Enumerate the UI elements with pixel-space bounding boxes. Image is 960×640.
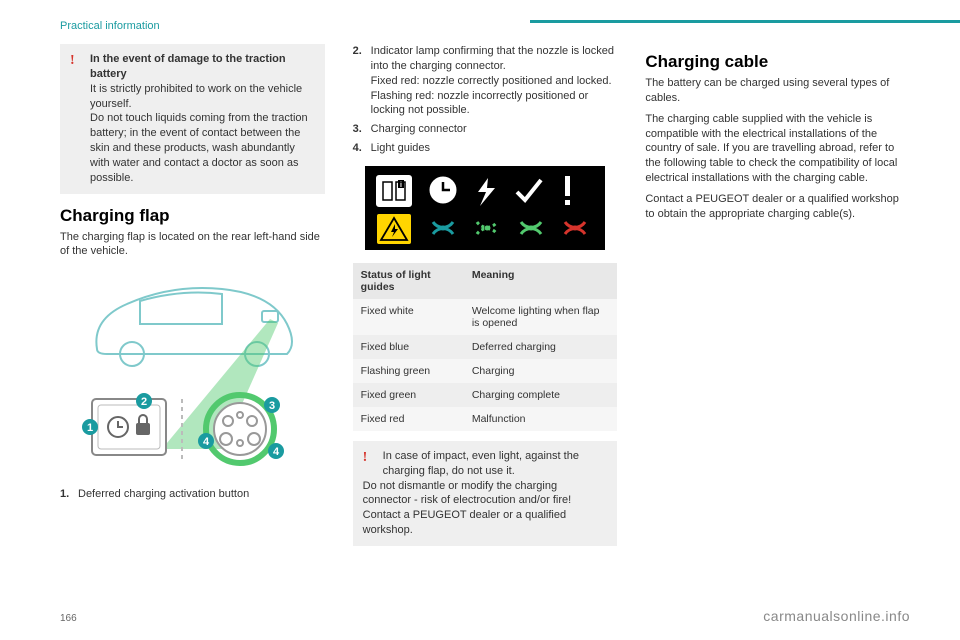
svg-text:1: 1: [87, 422, 93, 434]
item-txt: Deferred charging activation button: [78, 487, 325, 502]
item-num: 3.: [353, 122, 371, 137]
warning-body: Do not dismantle or modify the charging …: [363, 479, 608, 538]
item-num: 4.: [353, 141, 371, 156]
cable-p3: Contact a PEUGEOT dealer or a qualified …: [645, 192, 910, 222]
item-txt: Indicator lamp confirming that the nozzl…: [371, 44, 618, 118]
diagram-vehicle-flap: 1 2: [60, 269, 325, 477]
th-meaning: Meaning: [464, 263, 618, 299]
list-item-1: 1. Deferred charging activation button: [60, 487, 325, 502]
cable-p1: The battery can be charged using several…: [645, 76, 910, 106]
column-3: Charging cable The battery can be charge…: [645, 44, 910, 558]
table-row: Flashing greenCharging: [353, 359, 618, 383]
th-status: Status of light guides: [353, 263, 464, 299]
content-columns: ! In the event of damage to the traction…: [60, 44, 910, 558]
flap-intro: The charging flap is located on the rear…: [60, 230, 325, 260]
svg-text:4: 4: [273, 446, 280, 458]
cable-p2: The charging cable supplied with the veh…: [645, 112, 910, 186]
heading-charging-cable: Charging cable: [645, 52, 910, 72]
heading-charging-flap: Charging flap: [60, 206, 325, 226]
svg-text:i: i: [400, 182, 402, 189]
svg-text:3: 3: [269, 400, 275, 412]
light-guide-table: Status of light guides Meaning Fixed whi…: [353, 263, 618, 431]
list-col1: 1. Deferred charging activation button: [60, 487, 325, 502]
item-num: 2.: [353, 44, 371, 118]
warning-icon: !: [70, 52, 75, 71]
list-item-3: 3. Charging connector: [353, 122, 618, 137]
column-1: ! In the event of damage to the traction…: [60, 44, 325, 558]
svg-text:4: 4: [203, 436, 210, 448]
diagram-light-guides: i: [353, 166, 618, 253]
table-row: Fixed blueDeferred charging: [353, 335, 618, 359]
item-txt: Charging connector: [371, 122, 618, 137]
table-row: Fixed greenCharging complete: [353, 383, 618, 407]
table-row: Fixed redMalfunction: [353, 407, 618, 431]
section-title: Practical information: [60, 20, 160, 32]
warning-box-battery: ! In the event of damage to the traction…: [60, 44, 325, 194]
page-number: 166: [60, 613, 77, 624]
table-row: Fixed whiteWelcome lighting when flap is…: [353, 299, 618, 335]
item-txt: Light guides: [371, 141, 618, 156]
item-num: 1.: [60, 487, 78, 502]
warning-box-impact: ! In case of impact, even light, against…: [353, 441, 618, 546]
warning-body: It is strictly prohibited to work on the…: [90, 83, 308, 184]
list-item-2: 2. Indicator lamp confirming that the no…: [353, 44, 618, 118]
manual-page: Practical information ! In the event of …: [0, 0, 960, 640]
warning-bold: In case of impact, even light, against t…: [383, 450, 579, 477]
warning-bold: In the event of damage to the traction b…: [90, 53, 286, 80]
header-accent-bar: [530, 20, 960, 23]
watermark: carmanualsonline.info: [763, 608, 910, 624]
column-2: 2. Indicator lamp confirming that the no…: [353, 44, 618, 558]
list-col2: 2. Indicator lamp confirming that the no…: [353, 44, 618, 156]
warning-icon: !: [363, 449, 368, 468]
svg-text:2: 2: [141, 396, 147, 408]
list-item-4: 4. Light guides: [353, 141, 618, 156]
